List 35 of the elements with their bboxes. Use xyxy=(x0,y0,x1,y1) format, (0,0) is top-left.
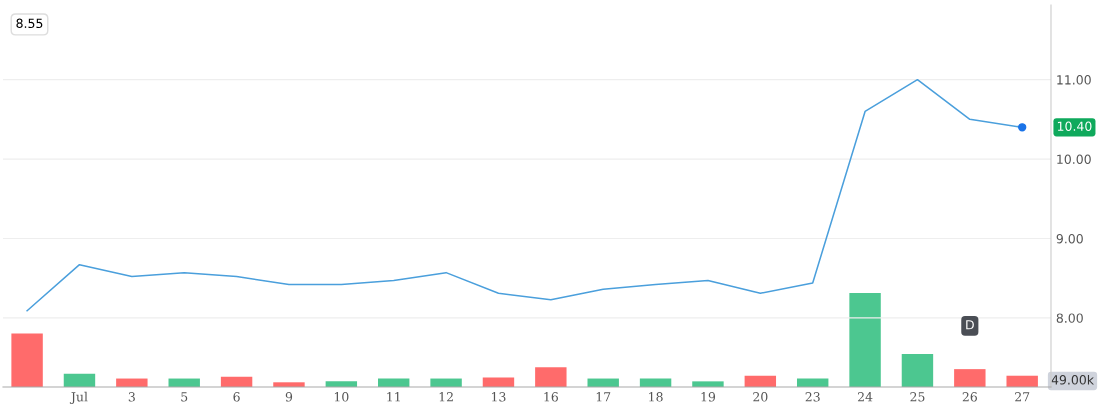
x-tick-label: 5 xyxy=(181,392,188,402)
x-tick-label: 13 xyxy=(492,392,506,402)
x-tick-label: 16 xyxy=(544,392,558,402)
x-tick-label: 6 xyxy=(233,392,240,402)
x-tick-label: 26 xyxy=(962,392,977,402)
x-tick-label: 18 xyxy=(649,392,663,402)
annotation: D xyxy=(966,320,974,330)
bar xyxy=(63,373,96,387)
bar xyxy=(954,369,986,387)
bar xyxy=(11,333,43,387)
y-tick-label: 8.00 xyxy=(1056,313,1083,323)
bar xyxy=(901,354,934,387)
x-tick-label: 12 xyxy=(439,392,453,402)
bar xyxy=(535,367,567,387)
x-tick-label: Jul xyxy=(69,391,88,404)
bar xyxy=(692,381,724,387)
x-tick-label: 3 xyxy=(128,392,135,402)
x-tick-label: 10 xyxy=(334,392,349,402)
x-tick-label: 9 xyxy=(285,392,293,402)
annotation: 8.55 xyxy=(16,18,43,29)
y-tick-label: 9.00 xyxy=(1056,233,1083,244)
bar xyxy=(1006,375,1038,387)
x-tick-label: 20 xyxy=(753,392,768,402)
annotation: 10.40 xyxy=(1057,121,1092,131)
text: 49.00k xyxy=(1051,374,1094,385)
bar xyxy=(849,293,881,387)
x-tick-label: 17 xyxy=(596,392,611,402)
x-tick-label: 23 xyxy=(805,392,820,402)
x-tick-label: 24 xyxy=(857,392,873,402)
x-tick-label: 19 xyxy=(701,392,716,402)
y-tick-label: 10.00 xyxy=(1057,154,1091,164)
y-tick-label: 11.00 xyxy=(1057,75,1091,85)
x-tick-label: 27 xyxy=(1015,392,1030,402)
x-tick-label: 11 xyxy=(387,392,400,402)
x-tick-label: 25 xyxy=(910,392,925,402)
